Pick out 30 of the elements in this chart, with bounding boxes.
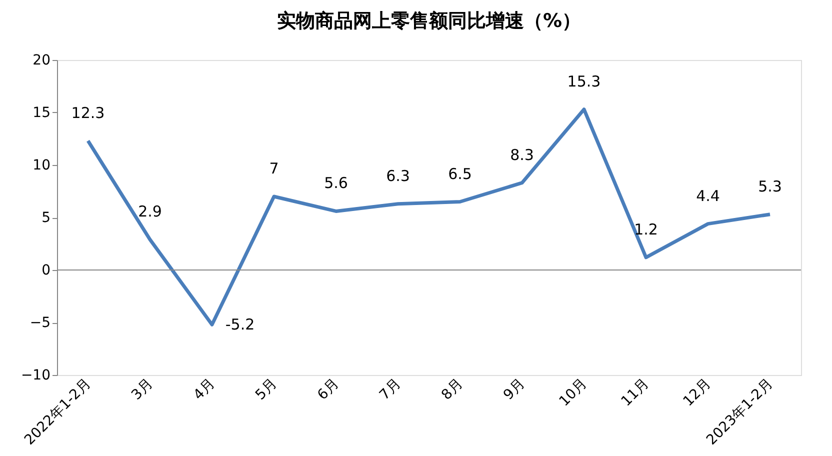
x-tick-label: 6月 bbox=[314, 376, 342, 404]
y-tick-label: 10 bbox=[32, 158, 50, 174]
x-tick-label: 9月 bbox=[500, 376, 528, 404]
x-tick-label: 5月 bbox=[252, 376, 280, 404]
data-label: 6.3 bbox=[386, 166, 410, 185]
x-tick-label: 10月 bbox=[556, 376, 590, 410]
data-label: 5.6 bbox=[324, 174, 348, 192]
data-label: 4.4 bbox=[696, 186, 720, 205]
x-tick-label: 11月 bbox=[618, 376, 652, 410]
y-tick-label: 5 bbox=[42, 210, 50, 226]
data-label: 7 bbox=[269, 160, 279, 178]
data-label: 6.5 bbox=[448, 164, 472, 183]
y-tick-label: 20 bbox=[32, 52, 50, 68]
chart-title: 实物商品网上零售额同比增速（%） bbox=[276, 10, 582, 32]
data-label: 5.3 bbox=[758, 177, 782, 196]
y-tick-label: −10 bbox=[20, 368, 50, 384]
data-label: -5.2 bbox=[225, 316, 255, 334]
x-tick-label: 8月 bbox=[438, 376, 466, 404]
y-tick-label: 0 bbox=[42, 262, 50, 278]
x-tick-label: 12月 bbox=[680, 376, 714, 410]
y-tick-label: 15 bbox=[32, 105, 50, 121]
data-label: 15.3 bbox=[567, 72, 601, 90]
data-label: 12.3 bbox=[71, 104, 105, 122]
data-label: 2.9 bbox=[138, 202, 162, 221]
y-tick-label: −5 bbox=[30, 315, 50, 331]
data-label: 8.3 bbox=[510, 146, 534, 164]
x-tick-label: 4月 bbox=[190, 376, 218, 404]
data-label: 1.2 bbox=[634, 220, 658, 238]
x-tick-label: 3月 bbox=[128, 376, 156, 404]
x-tick-label: 7月 bbox=[376, 376, 404, 404]
